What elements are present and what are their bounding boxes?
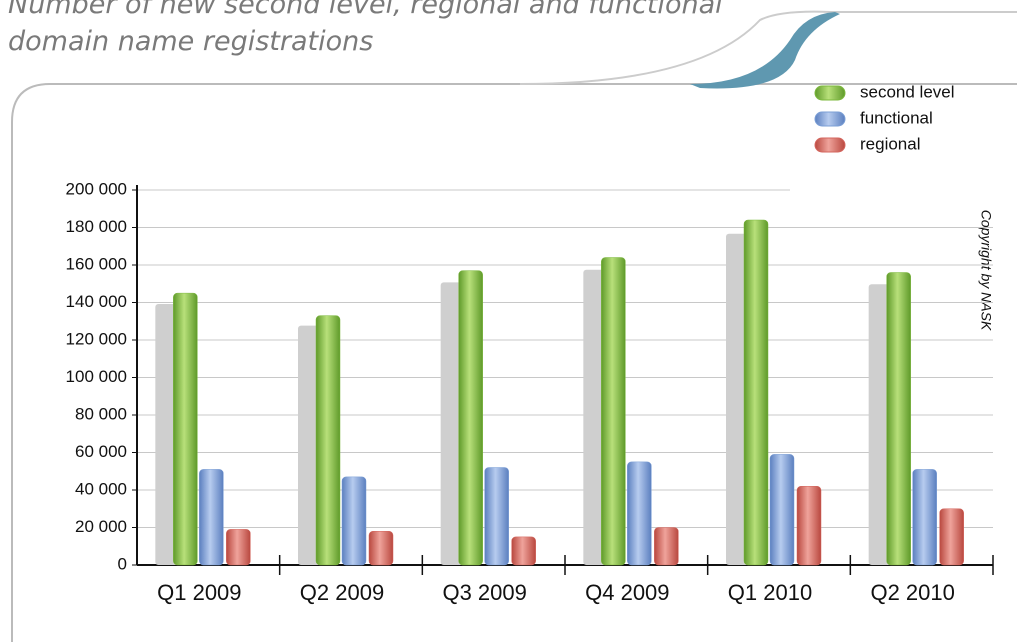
- y-tick-label: 80 000: [75, 404, 127, 423]
- y-tick-label: 140 000: [66, 292, 127, 311]
- legend-label: second level: [860, 82, 955, 101]
- legend-label: functional: [860, 108, 933, 127]
- x-tick-label: Q1 2010: [728, 580, 812, 605]
- bar: [173, 292, 198, 566]
- bar: [627, 461, 652, 566]
- y-tick-label: 20 000: [75, 517, 127, 536]
- legend-label: regional: [860, 134, 921, 153]
- x-tick-label: Q4 2009: [585, 580, 669, 605]
- bar: [912, 469, 937, 566]
- frame: [11, 83, 1017, 642]
- bar: [458, 270, 483, 566]
- frame-top: [519, 10, 1017, 85]
- bar: [886, 272, 911, 566]
- bar: [484, 467, 509, 566]
- bar: [601, 257, 626, 566]
- y-tick-label: 100 000: [66, 367, 127, 386]
- bar: [511, 536, 536, 566]
- bar: [315, 315, 341, 566]
- x-tick-label: Q1 2009: [157, 580, 241, 605]
- y-tick-label: 180 000: [66, 217, 127, 236]
- x-tick-label: Q3 2009: [442, 580, 526, 605]
- bar: [939, 508, 964, 566]
- legend-swatch: [814, 111, 846, 127]
- y-tick-label: 40 000: [75, 479, 127, 498]
- copyright: Copyright by NASK: [978, 210, 994, 331]
- bar: [796, 486, 822, 566]
- bar: [368, 531, 394, 566]
- bar: [341, 476, 367, 566]
- y-tick-label: 60 000: [75, 442, 127, 461]
- bar: [226, 529, 251, 566]
- y-tick-label: 200 000: [66, 179, 127, 198]
- bar: [769, 454, 795, 566]
- x-tick-label: Q2 2009: [300, 580, 384, 605]
- bar: [199, 469, 224, 566]
- legend-swatch: [814, 85, 846, 101]
- chart-title: Number of new second level, regional and…: [8, 0, 723, 57]
- swoosh: [690, 12, 840, 89]
- legend-swatch: [814, 137, 846, 153]
- y-tick-label: 0: [118, 554, 127, 573]
- y-tick-label: 120 000: [66, 329, 127, 348]
- bar: [743, 219, 769, 566]
- x-tick-label: Q2 2010: [870, 580, 954, 605]
- y-tick-label: 160 000: [66, 254, 127, 273]
- bar: [654, 527, 679, 566]
